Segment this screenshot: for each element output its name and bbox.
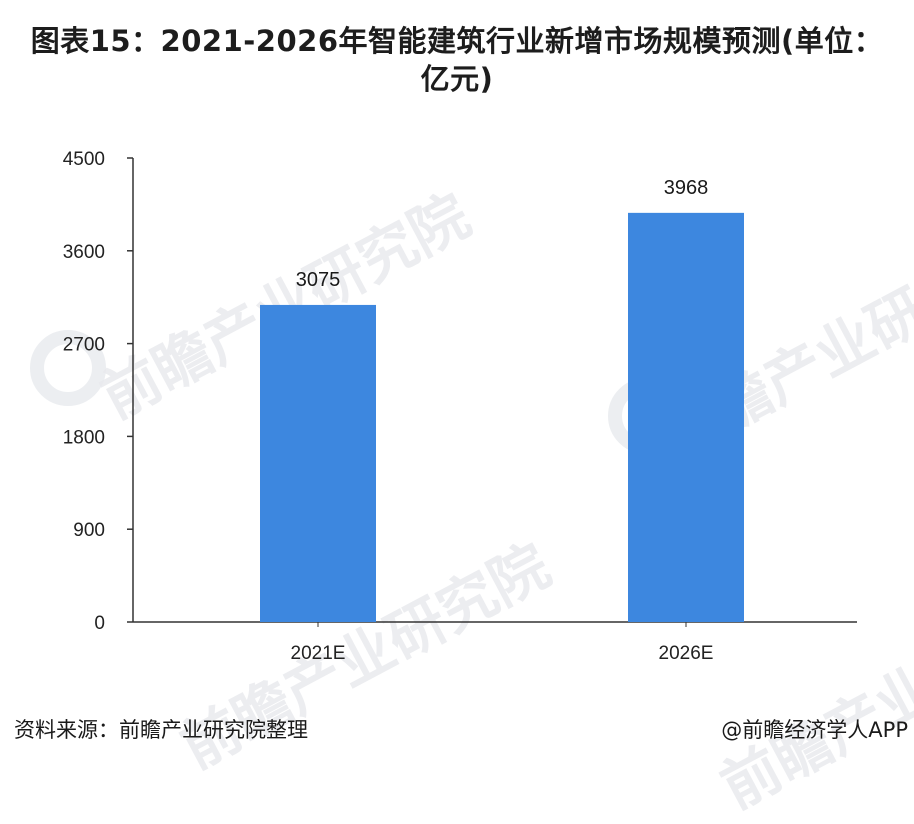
chart-title: 图表15：2021-2026年智能建筑行业新增市场规模预测(单位：亿元) [30,24,884,96]
x-tick-label: 2021E [291,643,346,664]
source-note: 资料来源：前瞻产业研究院整理 [14,718,308,742]
x-tick-label: 2026E [659,643,714,664]
bar [628,212,744,623]
y-tick-label: 4500 [63,149,105,170]
bar-value-label: 3968 [664,177,709,199]
y-tick-label: 3600 [63,242,105,263]
y-tick-label: 900 [73,520,105,541]
chart-page: 前瞻产业研究院 前瞻产业研究院 前瞻产业研究院 前瞻产业研究院 图表15：202… [14,24,914,822]
credit-note: @前瞻经济学人APP [721,718,908,742]
y-tick-label: 0 [94,613,105,634]
bar-value-label: 3075 [296,269,341,291]
y-tick-label: 1800 [63,427,105,448]
bar [260,304,376,622]
y-tick-label: 2700 [63,335,105,356]
bar-chart: 0 900 1800 2700 3600 4500 3075 2021E 3968 2026E [63,149,857,664]
